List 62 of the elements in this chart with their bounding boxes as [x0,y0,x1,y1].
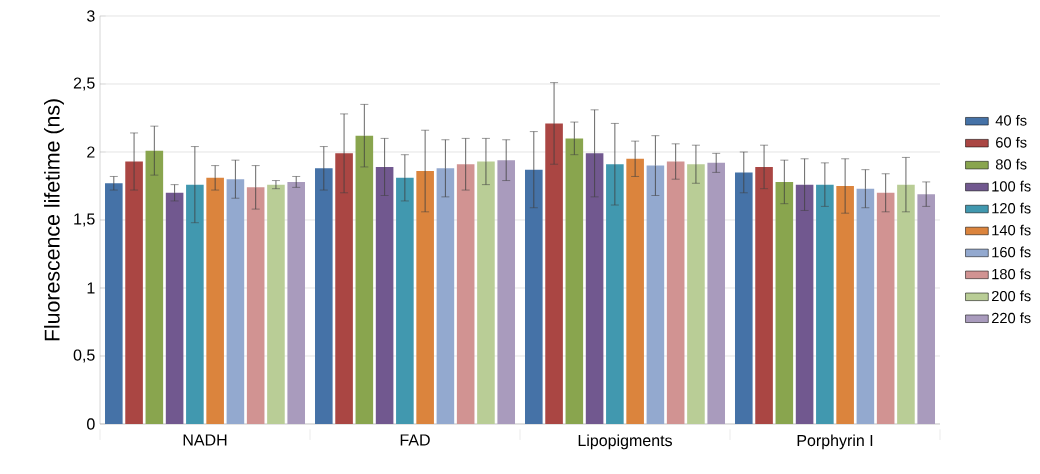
bar [355,135,374,424]
bar [396,177,414,424]
bar [246,187,265,424]
legend-label: 100 fs [992,180,1031,192]
bar [626,158,644,424]
bar [565,138,584,424]
bar [545,123,563,424]
bar [606,164,624,424]
bar [816,184,834,424]
bar [267,184,285,424]
y-tick-label: 0,5 [73,349,95,363]
y-tick-label: 2,5 [73,77,95,91]
bar [315,168,333,424]
bar [735,172,753,424]
y-tick-label: 0 [87,418,95,430]
y-tick-label: 2 [87,146,95,158]
legend-label: 40 fs [995,114,1027,126]
bar [497,160,515,424]
legend-label: 200 fs [991,290,1031,302]
bar [335,153,353,424]
bar [836,185,854,424]
bar [186,184,204,424]
bar [646,165,665,424]
x-tick-label: NADH [183,434,227,446]
bar [775,181,794,424]
legend-label: 220 fs [991,312,1031,324]
bar [666,161,685,424]
bar [456,164,475,424]
bar [897,184,915,424]
bar [416,171,434,424]
y-axis-title: Fluorescence lifetime (ns) [44,99,64,341]
bar [876,192,895,424]
bar [105,183,123,424]
bar [687,164,705,424]
bar [287,181,306,424]
legend-label: 160 fs [992,246,1031,258]
bar [375,166,394,424]
legend-label: 80 fs [995,158,1027,170]
bar [707,162,725,424]
bar [917,194,935,424]
y-tick-label: 1 [87,282,95,294]
bar [226,179,245,424]
bar [145,150,164,424]
bar [125,161,143,424]
bar [206,177,224,424]
legend-label: 140 fs [992,224,1031,236]
y-tick-label: 1,5 [74,213,95,227]
bar [585,153,604,424]
legend-label: 180 fs [992,268,1031,280]
bar [436,168,455,424]
bar [795,184,814,424]
bar [525,169,543,424]
bar [165,192,184,424]
x-tick-label: FAD [400,434,430,446]
legend-label: 120 fs [992,202,1031,214]
legend-label: 60 fs [996,136,1027,148]
bar [477,161,495,424]
x-tick-label: Lipopigments [578,434,672,450]
x-tick-label: Porphyrin I [797,434,873,450]
y-tick-label: 3 [87,10,95,22]
bar [755,166,773,424]
bar [856,188,875,424]
